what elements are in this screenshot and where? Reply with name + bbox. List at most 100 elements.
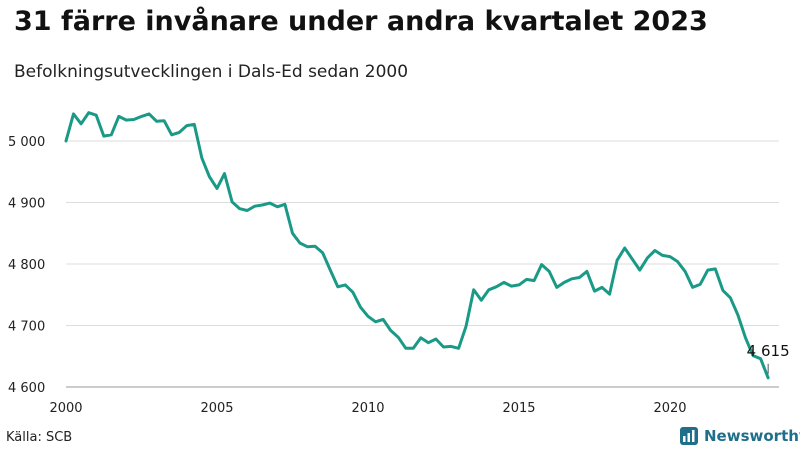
data-point	[510, 285, 513, 288]
data-point	[691, 286, 694, 289]
data-point	[283, 203, 286, 206]
data-point	[200, 157, 203, 160]
data-point	[125, 119, 128, 122]
x-axis: 2000 2005 2010 2015 2020	[49, 401, 686, 416]
data-point	[314, 245, 317, 248]
data-point	[563, 281, 566, 284]
data-point	[434, 338, 437, 341]
newsworthy-logo-icon	[680, 427, 698, 445]
data-point	[185, 124, 188, 127]
y-axis: 4 600 4 700 4 800 4 900 5 000	[8, 135, 45, 396]
data-point	[178, 131, 181, 134]
data-point	[706, 269, 709, 272]
data-point	[110, 133, 113, 136]
data-point	[291, 232, 294, 235]
x-tick-label: 2010	[351, 401, 384, 416]
data-point	[736, 314, 739, 317]
data-point	[140, 115, 143, 118]
data-point	[268, 202, 271, 205]
data-point	[299, 242, 302, 245]
data-point	[193, 123, 196, 126]
data-point	[699, 283, 702, 286]
data-point	[253, 205, 256, 208]
data-point	[585, 270, 588, 273]
data-point	[65, 140, 68, 143]
x-tick-label: 2015	[502, 401, 535, 416]
data-point	[465, 325, 468, 328]
data-point	[714, 267, 717, 270]
series-line	[64, 111, 770, 380]
data-point	[427, 341, 430, 344]
data-point	[608, 293, 611, 296]
y-tick-label: 4 900	[8, 197, 45, 212]
y-tick-label: 4 600	[8, 381, 45, 396]
data-point	[95, 114, 98, 117]
data-point	[419, 336, 422, 339]
data-point	[336, 285, 339, 288]
data-point	[721, 289, 724, 292]
gridlines	[66, 140, 779, 388]
data-point	[216, 187, 219, 190]
data-point	[117, 115, 120, 118]
data-point	[631, 258, 634, 261]
data-point	[359, 306, 362, 309]
data-point	[729, 296, 732, 299]
data-point	[155, 120, 158, 123]
data-point	[653, 249, 656, 252]
data-point	[382, 318, 385, 321]
data-point	[442, 346, 445, 349]
data-point	[767, 376, 770, 379]
series-layer	[64, 111, 770, 380]
data-point	[170, 133, 173, 136]
data-point	[223, 172, 226, 175]
chart-title: 31 färre invånare under andra kvartalet …	[14, 6, 708, 37]
data-point	[344, 283, 347, 286]
data-point	[502, 281, 505, 284]
data-point	[87, 111, 90, 114]
data-point	[525, 278, 528, 281]
data-point	[495, 285, 498, 288]
data-point	[367, 315, 370, 318]
data-point	[246, 209, 249, 212]
data-point	[646, 256, 649, 259]
data-point	[676, 260, 679, 263]
data-point	[555, 286, 558, 289]
data-point	[533, 279, 536, 282]
last-value-label: 4 615	[747, 342, 790, 360]
data-point	[578, 276, 581, 279]
data-point	[163, 119, 166, 122]
x-tick-label: 2005	[200, 401, 233, 416]
y-tick-label: 4 800	[8, 258, 45, 273]
data-point	[329, 269, 332, 272]
y-tick-label: 5 000	[8, 135, 45, 150]
annotation-layer: 4 615	[747, 342, 790, 374]
data-point	[276, 205, 279, 208]
data-point	[450, 345, 453, 348]
data-point	[570, 277, 573, 280]
x-tick-label: 2000	[49, 401, 82, 416]
brand-logo[interactable]: Newsworthy	[680, 427, 800, 445]
data-point	[397, 336, 400, 339]
data-point	[231, 200, 234, 203]
data-point	[669, 255, 672, 258]
data-point	[261, 203, 264, 206]
data-point	[389, 329, 392, 332]
data-point	[540, 263, 543, 266]
data-point	[601, 286, 604, 289]
data-point	[72, 112, 75, 115]
data-point	[148, 112, 151, 115]
data-point	[616, 259, 619, 262]
data-point	[518, 283, 521, 286]
data-point	[623, 247, 626, 250]
data-point	[306, 245, 309, 248]
data-point	[238, 207, 241, 210]
y-tick-label: 4 700	[8, 320, 45, 335]
data-point	[661, 254, 664, 257]
data-point	[457, 347, 460, 350]
x-tick-label: 2020	[653, 401, 686, 416]
data-point	[80, 122, 83, 125]
data-point	[412, 347, 415, 350]
data-point	[638, 269, 641, 272]
chart-subtitle: Befolkningsutvecklingen i Dals-Ed sedan …	[14, 62, 409, 82]
